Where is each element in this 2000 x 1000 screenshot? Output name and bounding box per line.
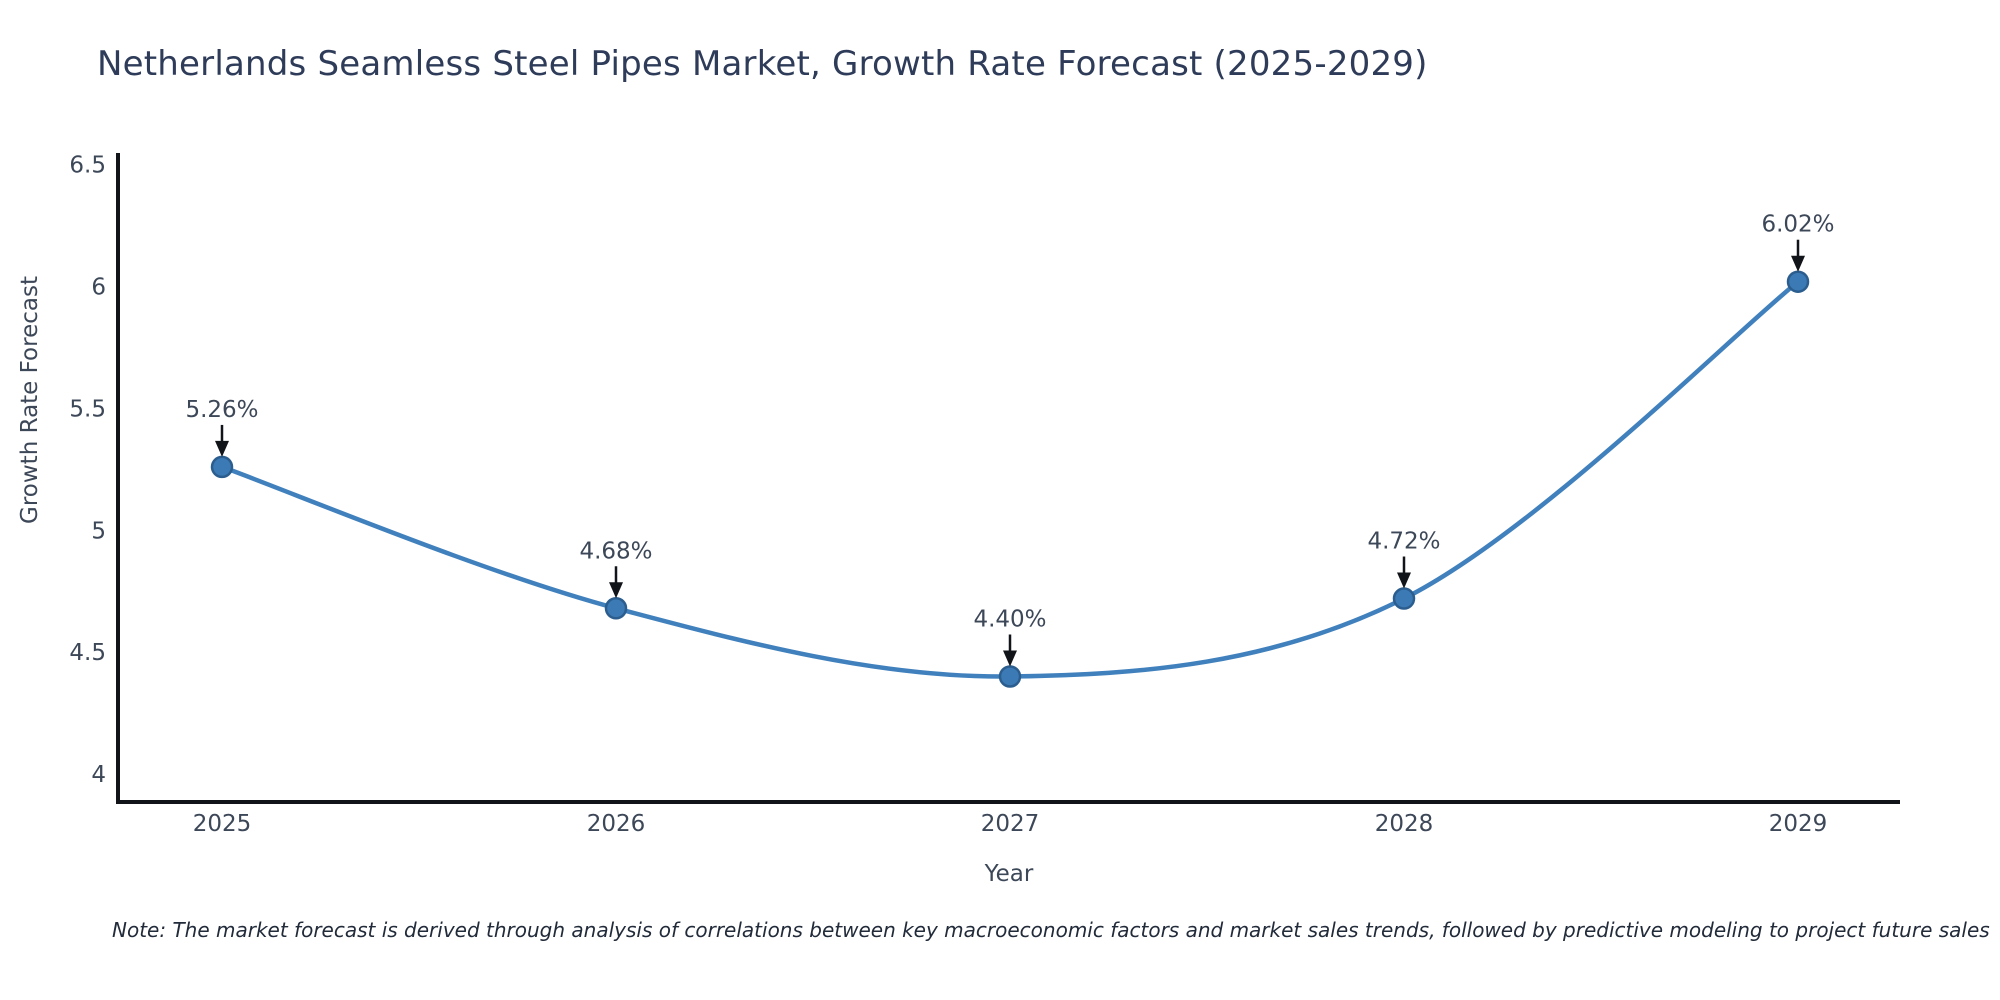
point-value-label: 6.02% (1761, 212, 1834, 238)
series-growth-rate (210, 270, 1810, 688)
y-tick-label: 6.5 (69, 153, 106, 179)
annotation-arrow-head (609, 582, 623, 599)
point-value-label: 4.72% (1367, 529, 1440, 555)
annotation-arrow-head (1791, 255, 1805, 272)
x-axis-tick-labels: 2025 2026 2027 2028 2029 (193, 811, 1828, 837)
y-tick-label: 5 (91, 518, 106, 544)
annotation-arrow-head (1397, 572, 1411, 589)
y-tick-label: 4.5 (69, 640, 106, 666)
y-tick-label: 4 (91, 762, 106, 788)
x-tick-label: 2027 (981, 811, 1040, 837)
data-point-marker (210, 455, 234, 479)
x-tick-label: 2029 (1769, 811, 1828, 837)
annotation-arrow-head (215, 440, 229, 457)
point-value-label: 4.40% (973, 606, 1046, 632)
footnote: Note: The market forecast is derived thr… (112, 918, 1990, 942)
data-point-marker (998, 665, 1022, 688)
chart-title: Netherlands Seamless Steel Pipes Market,… (97, 44, 1428, 84)
data-point-marker (1786, 270, 1810, 293)
x-axis-title: Year (984, 861, 1034, 887)
y-tick-label: 6 (91, 275, 106, 301)
x-tick-label: 2025 (193, 811, 252, 837)
x-tick-label: 2026 (587, 811, 646, 837)
data-point-marker (1392, 587, 1416, 610)
x-tick-label: 2028 (1375, 811, 1434, 837)
y-axis-tick-labels: 4 4.5 5 5.5 6 6.5 (69, 153, 106, 788)
data-point-marker (604, 597, 628, 620)
y-axis-title: Growth Rate Forecast (17, 276, 43, 524)
point-value-label: 5.26% (185, 397, 258, 423)
y-tick-label: 5.5 (69, 396, 106, 422)
point-annotations: 5.26% 4.68% 4.40% 4.72% 6.02% (185, 212, 1835, 667)
point-value-label: 4.68% (579, 538, 652, 564)
annotation-arrow-head (1003, 650, 1017, 667)
